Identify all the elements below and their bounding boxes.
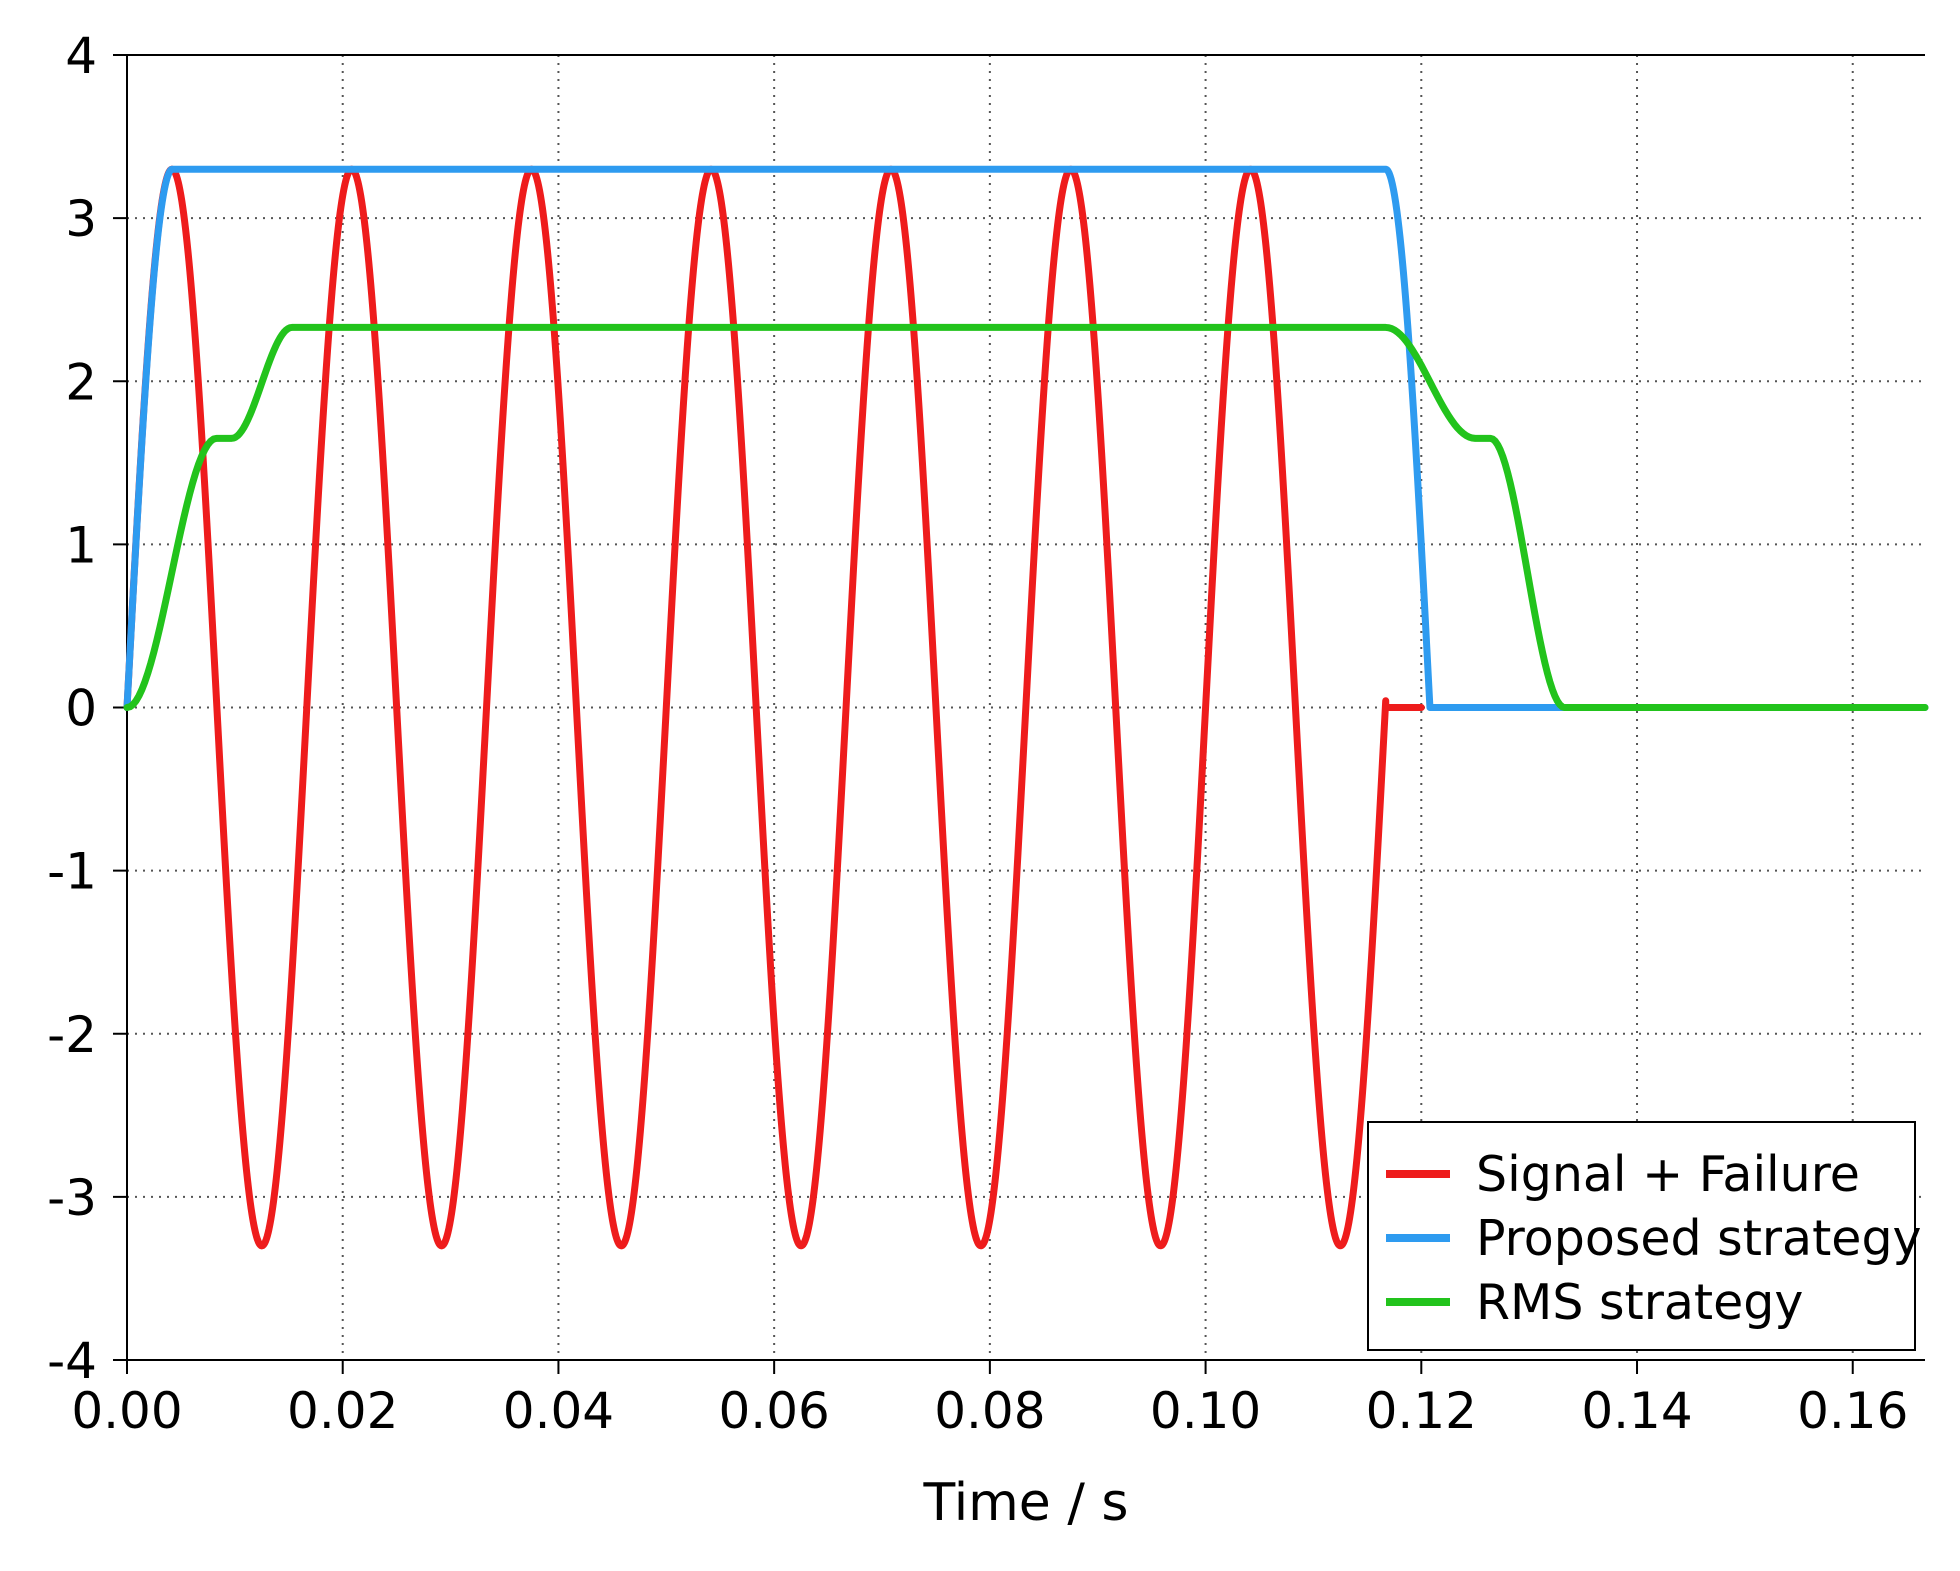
x-tick-label: 0.02 — [287, 1382, 398, 1440]
y-tick-label: 0 — [65, 680, 97, 738]
x-tick-label: 0.04 — [503, 1382, 614, 1440]
series-lines — [123, 165, 1929, 1250]
x-tick-label: 0.16 — [1797, 1382, 1908, 1440]
legend: Signal + Failure Proposed strategy RMS str… — [1367, 1121, 1922, 1351]
x-tick-label: 0.00 — [71, 1382, 182, 1440]
y-tick-label: 3 — [65, 190, 97, 248]
y-tick-label: 1 — [65, 516, 97, 574]
x-tick-label: 0.10 — [1150, 1382, 1261, 1440]
proposed-strategy-line — [123, 165, 1929, 711]
y-tick-label: -2 — [47, 1006, 97, 1064]
y-tick-label: -4 — [47, 1332, 97, 1390]
legend-label: Signal + Failure — [1476, 1146, 1860, 1203]
y-tick-label: 2 — [65, 353, 97, 411]
rms-strategy-line — [123, 323, 1929, 711]
x-tick-label: 0.06 — [718, 1382, 829, 1440]
x-tick-label: 0.08 — [934, 1382, 1045, 1440]
y-tick-label: -1 — [47, 843, 97, 901]
legend-box — [1367, 1121, 1916, 1351]
signal-failure-line — [123, 165, 1425, 1250]
x-tick-label: 0.12 — [1366, 1382, 1477, 1440]
x-axis-title: Time / s — [923, 1473, 1129, 1533]
y-tick-label: 4 — [65, 27, 97, 85]
y-tick-label: -3 — [47, 1169, 97, 1227]
grid — [127, 55, 1925, 1360]
legend-label: Proposed strategy — [1476, 1210, 1922, 1267]
x-tick-label: 0.14 — [1581, 1382, 1692, 1440]
legend-label: RMS strategy — [1476, 1274, 1803, 1331]
tick-labels: 0.00 0.02 0.04 0.06 0.08 0.10 0.12 0.14 0.16 4 3 2 1… — [47, 27, 1908, 1440]
